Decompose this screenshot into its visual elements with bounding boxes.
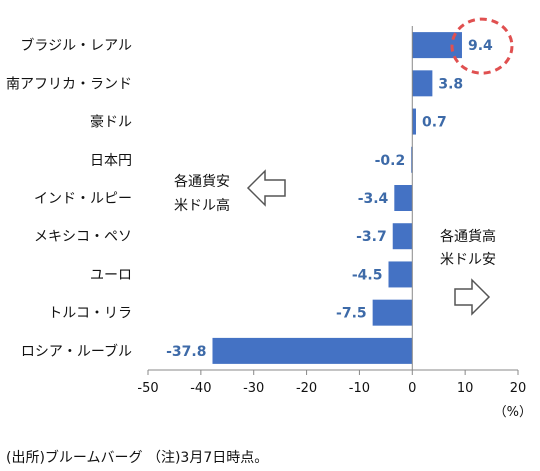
category-label: トルコ・リラ	[48, 306, 132, 322]
right-arrow-icon	[454, 278, 491, 316]
right-annotation-line2: 米ドル安	[440, 252, 496, 268]
right-annotation: 各通貨高 米ドル安	[440, 228, 496, 316]
category-label: ロシア・ルーブル	[21, 343, 132, 360]
bar	[392, 223, 413, 250]
value-label: -4.5	[352, 267, 383, 283]
value-label: 3.8	[438, 76, 463, 92]
category-label: メキシコ・ペソ	[34, 229, 132, 245]
bar	[394, 185, 413, 211]
bar	[212, 337, 413, 364]
bar	[388, 261, 413, 288]
source-note: (出所)ブルームバーグ （注)3月7日時点。	[6, 450, 269, 466]
left-annotation-line2: 米ドル高	[174, 197, 230, 214]
bar	[412, 108, 416, 135]
category-labels: ブラジル・レアル南アフリカ・ランド豪ドル日本円インド・ルピーメキシコ・ペソユーロ…	[6, 37, 132, 360]
x-tick-label: -40	[190, 381, 211, 396]
value-label: -3.4	[358, 191, 389, 207]
bar	[372, 299, 413, 326]
value-label: 0.7	[422, 115, 447, 131]
x-tick-label: -10	[349, 381, 370, 396]
x-tick-label: -20	[296, 381, 317, 396]
x-tick-label: 20	[510, 381, 527, 396]
value-labels: 9.4 3.8 0.7 -0.2 -3.4 -3.7 -4.5 -7.5 -37.8	[166, 38, 493, 360]
x-tick-label: -30	[243, 381, 264, 396]
value-label: -37.8	[166, 344, 206, 360]
bar	[412, 70, 433, 97]
highlight-circle	[450, 17, 514, 75]
unit-label: （%）	[494, 405, 532, 420]
x-axis-ticks: -50 -40 -30 -20 -10 0 10 20	[137, 370, 526, 396]
value-label: -0.2	[375, 153, 406, 169]
category-label: インド・ルピー	[34, 191, 132, 207]
x-tick-label: 10	[457, 381, 474, 396]
left-annotation: 各通貨安 米ドル高	[174, 169, 286, 214]
x-tick-label: -50	[137, 381, 158, 396]
category-label: 日本円	[90, 153, 132, 169]
value-label: -7.5	[336, 306, 367, 322]
left-arrow-icon	[246, 169, 286, 207]
value-label: -3.7	[356, 229, 387, 245]
category-label: ブラジル・レアル	[20, 37, 132, 54]
left-annotation-line1: 各通貨安	[174, 173, 230, 190]
category-label: 豪ドル	[90, 115, 132, 131]
right-annotation-line1: 各通貨高	[440, 228, 496, 245]
category-label: ユーロ	[90, 267, 132, 283]
x-tick-label: 0	[408, 381, 416, 396]
category-label: 南アフリカ・ランド	[6, 76, 132, 92]
value-label: 9.4	[468, 38, 493, 54]
